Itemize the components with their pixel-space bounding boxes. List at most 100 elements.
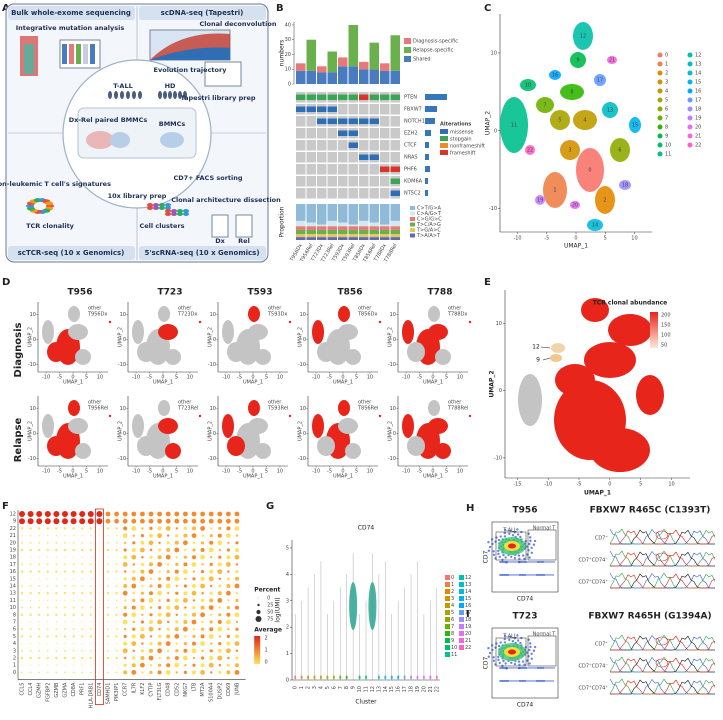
shape (296, 226, 306, 230)
shape (36, 518, 43, 525)
label: 200 (661, 313, 671, 319)
shape (115, 592, 118, 595)
shape (140, 620, 144, 624)
shape (234, 583, 240, 589)
shape (175, 562, 179, 567)
shape (175, 556, 178, 559)
shape (89, 527, 93, 530)
shape (123, 606, 127, 610)
label: HD (165, 82, 176, 90)
shape (132, 91, 136, 99)
shape (410, 233, 415, 238)
shape (317, 226, 327, 230)
shape (404, 47, 411, 53)
shape (594, 74, 606, 86)
shape (338, 164, 348, 175)
shape (501, 667, 503, 669)
shape (106, 527, 110, 530)
shape (516, 639, 520, 642)
label: 0 (431, 469, 434, 475)
shape (235, 598, 239, 603)
shape (296, 128, 306, 139)
shape (523, 561, 525, 563)
shape (64, 606, 66, 609)
shape (226, 670, 231, 675)
label: 5 (85, 469, 88, 475)
shape (217, 591, 222, 596)
shape (499, 561, 501, 563)
label: C>A/G>T (417, 211, 442, 217)
label: 10 (390, 406, 396, 412)
label: 6 (331, 686, 337, 689)
shape (132, 649, 135, 652)
shape (537, 667, 539, 669)
shape (90, 556, 92, 558)
shape (257, 603, 260, 607)
shape (317, 204, 327, 225)
shape (327, 226, 337, 230)
label: Dx-Rel paired BMMCs (69, 116, 148, 124)
shape (390, 152, 400, 163)
shape (657, 151, 663, 157)
shape (68, 418, 88, 434)
shape (503, 667, 505, 669)
shape (234, 526, 240, 531)
shape (175, 534, 179, 538)
shape (235, 570, 239, 574)
label: 22 (434, 686, 440, 692)
shape (209, 649, 213, 653)
shape (183, 598, 188, 603)
shape (166, 548, 171, 552)
shape (68, 400, 80, 416)
shape (98, 549, 100, 551)
shape (116, 599, 118, 602)
label: DUSP2 (217, 683, 223, 700)
shape (192, 599, 196, 602)
label: MT2A (200, 682, 206, 697)
shape (107, 643, 109, 645)
shape (657, 88, 663, 94)
shape (492, 656, 495, 659)
label: 21 (428, 686, 434, 692)
label: -5 (577, 482, 582, 488)
shape (359, 118, 369, 124)
label: 10 (451, 645, 457, 651)
bar-segment (296, 63, 306, 71)
label: Rel (238, 237, 250, 245)
label: missense (450, 130, 473, 136)
shape (122, 518, 128, 524)
shape (98, 527, 100, 529)
shape (184, 577, 187, 580)
label: -5 (327, 469, 332, 475)
shape (584, 342, 636, 378)
shape (500, 680, 502, 682)
label: 18 (695, 107, 701, 113)
shape (157, 648, 163, 654)
shape (380, 94, 390, 100)
shape (98, 621, 100, 623)
shape (306, 140, 316, 151)
shape (131, 583, 137, 589)
shape (63, 656, 67, 660)
shape (235, 563, 239, 566)
shape (131, 518, 137, 524)
shape (218, 670, 222, 675)
shape (551, 343, 565, 353)
shape (327, 229, 337, 235)
label: Relapse (13, 418, 24, 463)
label: UMAP_1 (423, 474, 443, 480)
shape (526, 561, 528, 563)
shape (503, 680, 505, 682)
shape (505, 680, 507, 682)
shape (511, 640, 515, 643)
label: 5 (445, 375, 448, 381)
shape (47, 664, 49, 666)
shape (29, 548, 32, 552)
shape (487, 540, 490, 544)
shape (201, 627, 205, 631)
label: 17 (597, 78, 603, 84)
shape (428, 306, 440, 322)
shape (528, 648, 531, 652)
shape (348, 94, 358, 100)
shape (21, 628, 23, 631)
